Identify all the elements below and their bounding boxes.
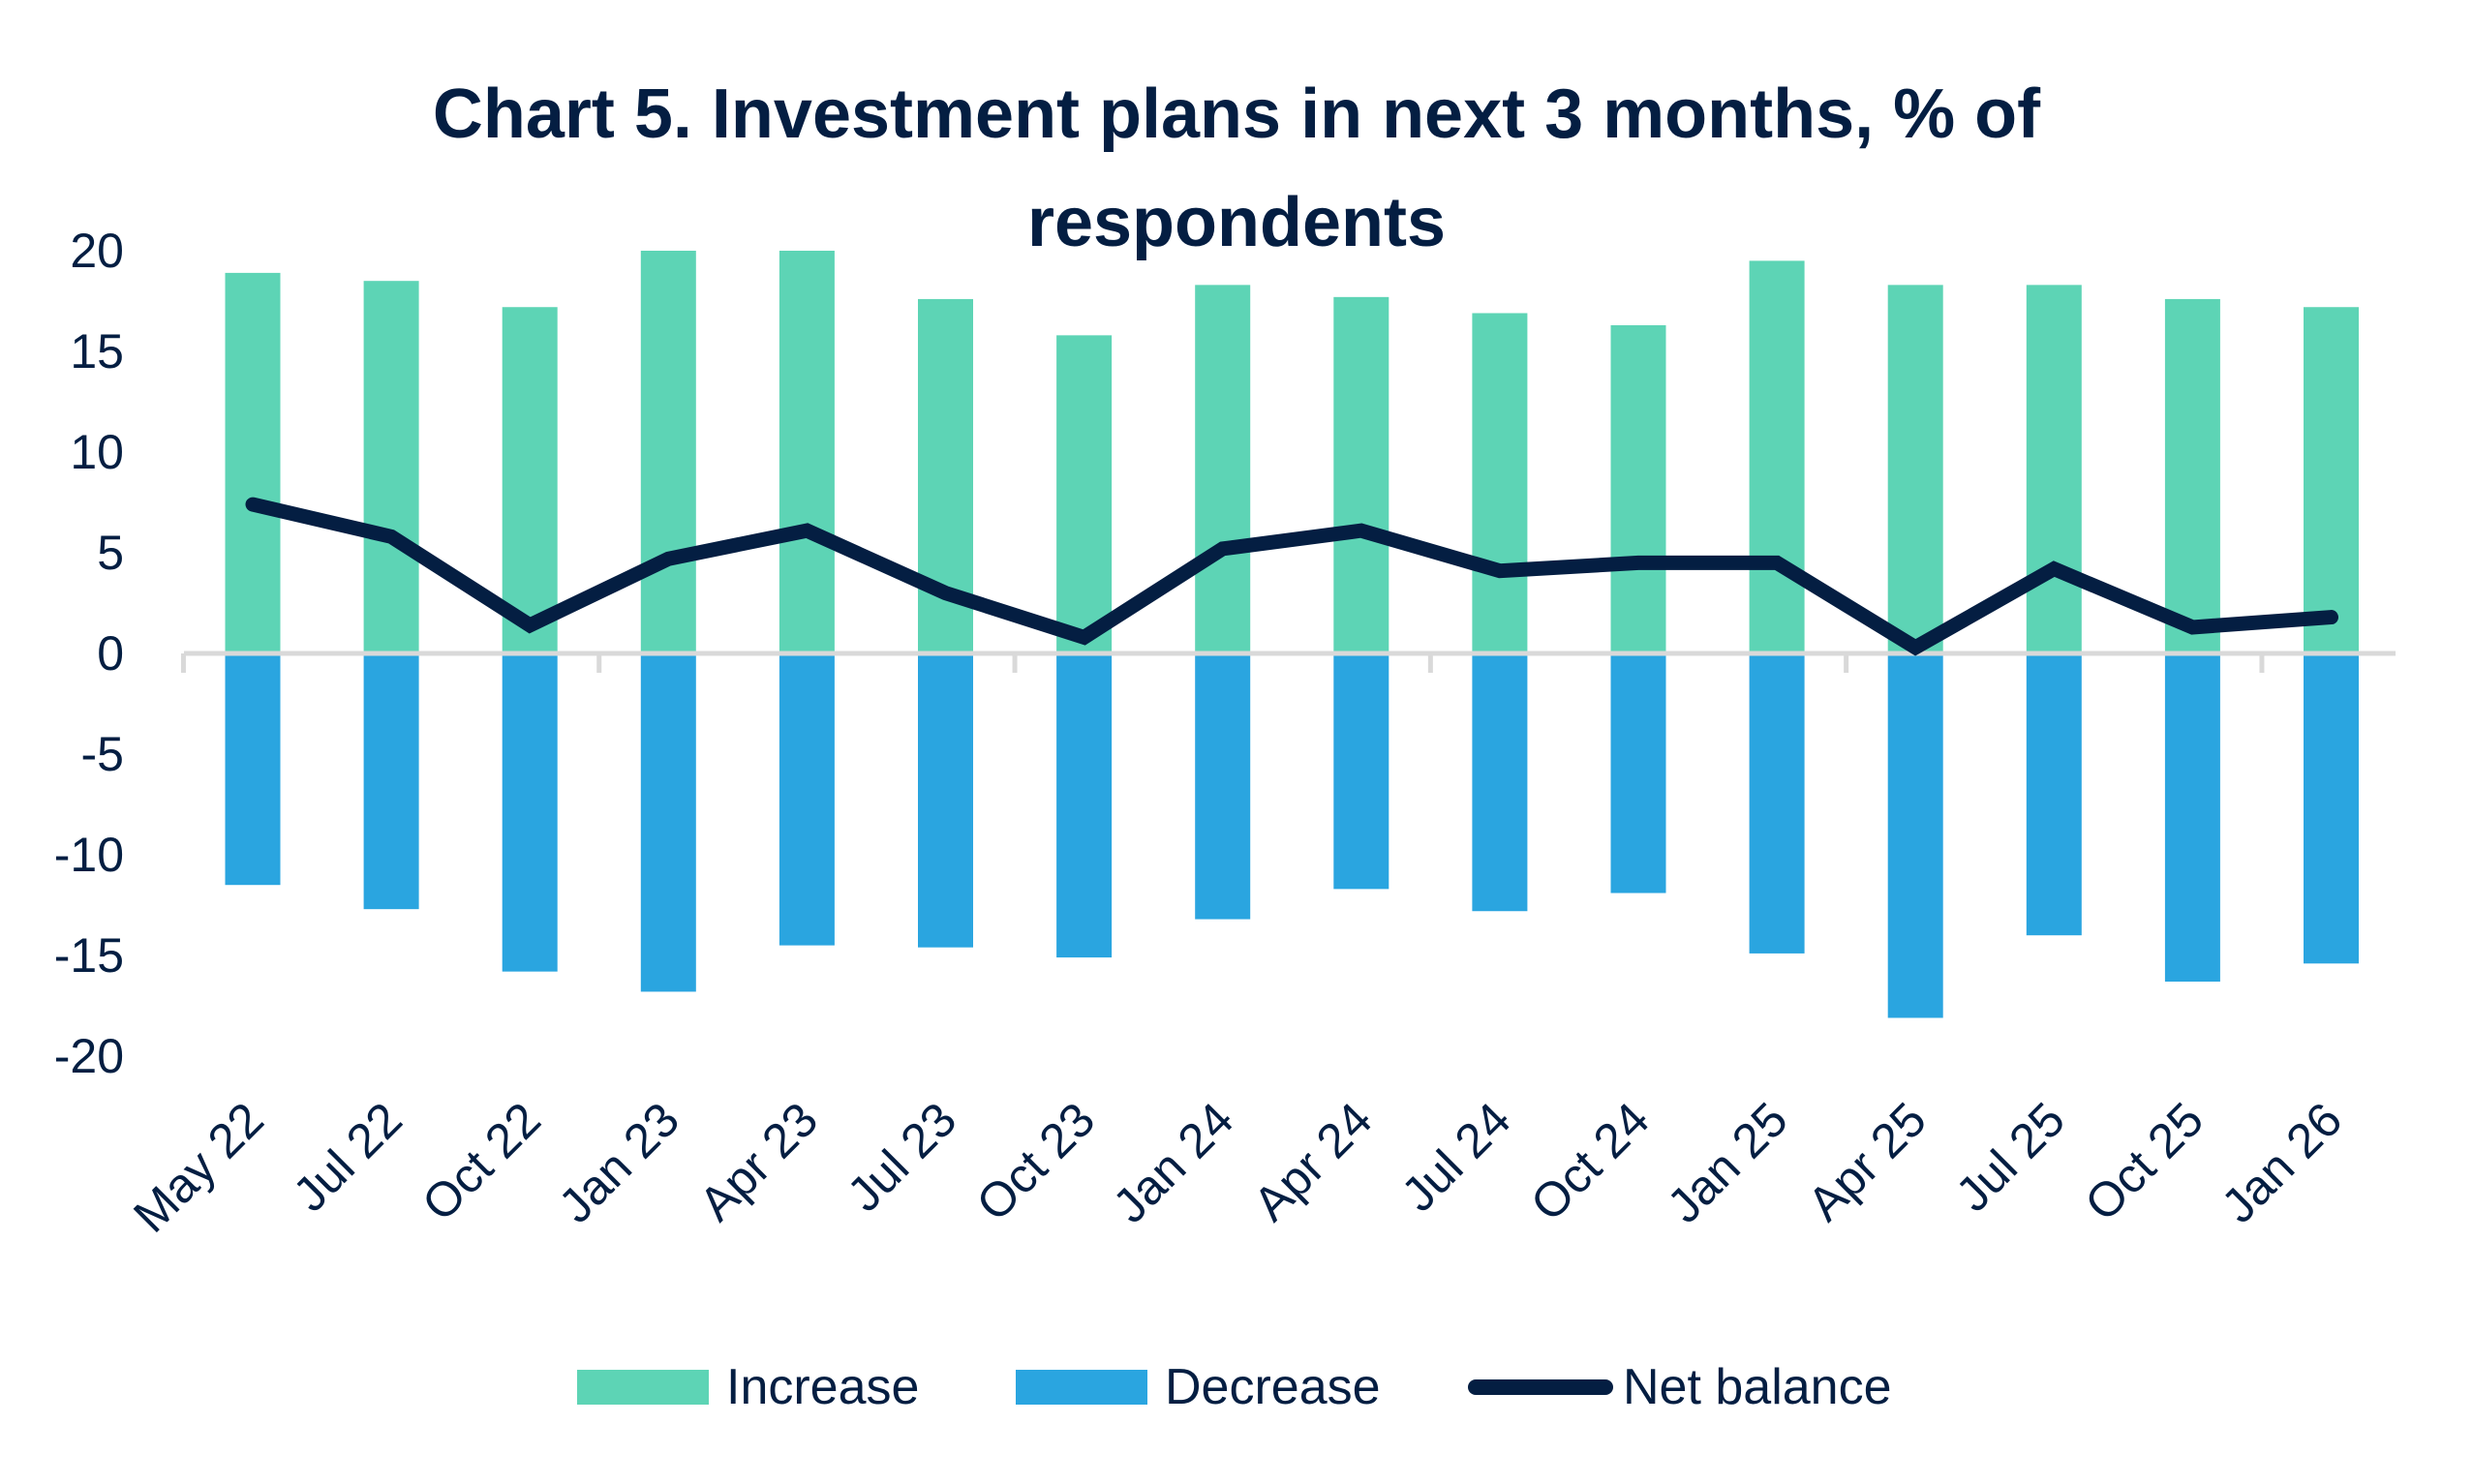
net-balance-line-icon [1468, 1379, 1613, 1395]
chart-title-line-2: respondents [1026, 184, 1447, 261]
increase-bar [363, 281, 419, 653]
increase-bar [2026, 285, 2082, 653]
increase-bar [502, 307, 558, 653]
increase-bar [2304, 307, 2359, 653]
legend-label-increase: Increase [726, 1359, 920, 1415]
y-axis: 20 15 10 5 0 -5 -10 -15 -20 [54, 224, 124, 1083]
decrease-bar [1887, 653, 1943, 1018]
increase-bar [779, 251, 835, 653]
x-tick-label: Jul 25 [1945, 1092, 2075, 1222]
legend-label-decrease: Decrease [1165, 1359, 1381, 1415]
increase-bar [2164, 298, 2220, 653]
legend-item-net-balance: Net balance [1468, 1359, 1892, 1415]
chart-legend: Increase Decrease Net balance [0, 1359, 2473, 1415]
decrease-bar [918, 653, 973, 948]
decrease-bar [640, 653, 696, 992]
x-tick-label: Jan 24 [1103, 1092, 1244, 1233]
decrease-bar [1610, 653, 1666, 893]
increase-swatch-icon [577, 1370, 709, 1405]
decrease-bar [363, 653, 419, 910]
x-axis [180, 651, 2396, 673]
increase-bar [1056, 335, 1113, 653]
increase-bars [225, 251, 2359, 653]
y-tick-label: -20 [54, 1029, 124, 1083]
decrease-bar [1472, 653, 1528, 912]
decrease-bar [225, 653, 281, 886]
x-tick-label: Oct 24 [1520, 1092, 1660, 1231]
x-tick-label: Apr 23 [688, 1092, 828, 1231]
x-tick-label: Apr 24 [1243, 1092, 1383, 1231]
decrease-bar [2304, 653, 2359, 964]
x-tick-label: May 22 [123, 1092, 274, 1243]
decrease-bar [2026, 653, 2082, 936]
decrease-bar [1749, 653, 1805, 954]
y-tick-label: 15 [70, 324, 124, 379]
decrease-bar [1056, 653, 1113, 958]
increase-bar [640, 251, 696, 653]
decrease-bar [1333, 653, 1389, 890]
y-tick-label: 0 [97, 626, 124, 681]
increase-bar [1749, 260, 1805, 653]
y-tick-label: -10 [54, 828, 124, 882]
x-tick-label: Jul 24 [1391, 1092, 1521, 1222]
x-tick-label: Oct 25 [2074, 1092, 2213, 1231]
y-tick-label: 20 [70, 224, 124, 278]
x-tick-label: Oct 22 [412, 1092, 551, 1231]
decrease-bar [2164, 653, 2220, 983]
y-tick-label: 10 [70, 425, 124, 479]
chart-title-line-1: Chart 5. Investment plans in next 3 mont… [432, 76, 2041, 153]
increase-bar [1195, 285, 1251, 653]
decrease-bar [779, 653, 835, 946]
y-tick-label: 5 [97, 526, 124, 580]
decrease-bars [225, 653, 2359, 1018]
increase-bar [1610, 324, 1666, 653]
legend-item-decrease: Decrease [1016, 1359, 1381, 1415]
x-tick-label: Jul 23 [837, 1092, 966, 1222]
decrease-bar [1195, 653, 1251, 920]
y-tick-label: -5 [81, 727, 124, 781]
net-balance-line [245, 497, 2338, 656]
x-tick-label: Jan 26 [2212, 1092, 2353, 1233]
decrease-swatch-icon [1016, 1370, 1147, 1405]
y-tick-label: -15 [54, 928, 124, 983]
x-tick-label: Jan 25 [1657, 1092, 1798, 1233]
increase-bar [1887, 285, 1943, 653]
legend-label-net-balance: Net balance [1623, 1359, 1892, 1415]
x-tick-label: Apr 25 [1797, 1092, 1937, 1231]
legend-item-increase: Increase [577, 1359, 919, 1415]
increase-bar [1333, 296, 1389, 653]
x-tick-label: Oct 23 [966, 1092, 1106, 1231]
increase-bar [1472, 313, 1528, 653]
decrease-bar [502, 653, 558, 972]
chart-title: Chart 5. Investment plans in next 3 mont… [0, 60, 2473, 277]
x-tick-label: Jan 23 [548, 1092, 689, 1233]
x-tick-label: Jul 22 [283, 1092, 412, 1222]
increase-bar [225, 272, 281, 653]
net-balance-polyline [245, 497, 2338, 656]
